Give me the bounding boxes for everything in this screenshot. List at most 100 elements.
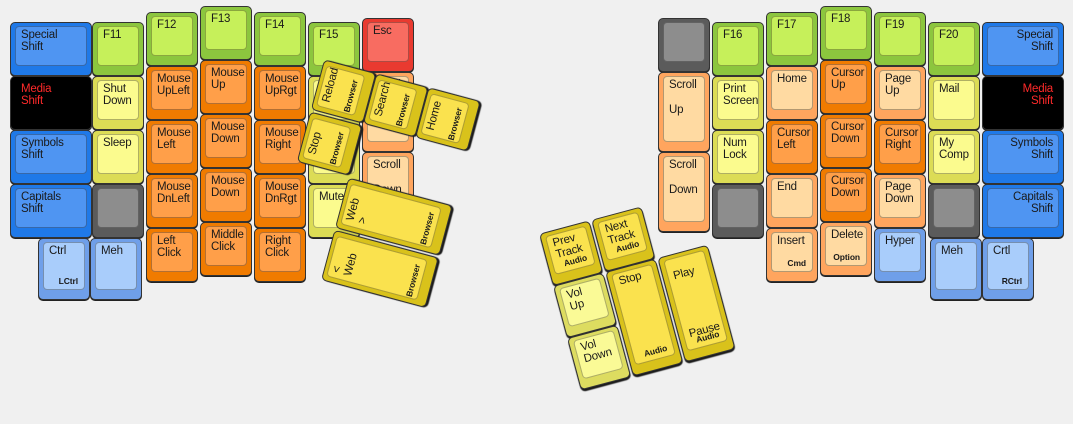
keycap-face: Cursor Right (879, 124, 921, 164)
key-esc[interactable]: Esc (362, 18, 414, 72)
key-delete[interactable]: Delete Option (820, 222, 872, 276)
key-sleep[interactable]: Sleep (92, 130, 144, 184)
key-mouse-uprgt[interactable]: Mouse UpRgt (254, 66, 306, 120)
key-mouse-up[interactable]: Mouse Up (200, 60, 252, 114)
key-label: Meh (941, 245, 963, 257)
key-home[interactable]: Home (766, 66, 818, 120)
key-scroll-down[interactable]: Scroll Down (658, 152, 710, 232)
key-print-screen[interactable]: Print Screen (712, 76, 764, 130)
key-blank[interactable] (928, 184, 980, 238)
key-label: F19 (885, 19, 905, 31)
keycap-face: Next Track Audio (597, 211, 648, 262)
key-label: Print Screen (723, 83, 759, 108)
key-my-comp[interactable]: My Comp (928, 130, 980, 184)
key-label: Capitals Shift (1013, 191, 1053, 216)
key-f20[interactable]: F20 (928, 22, 980, 76)
key-symbols-shift[interactable]: Symbols Shift (10, 130, 92, 184)
key-symbols-shift[interactable]: Symbols Shift (982, 130, 1064, 184)
keycap-face: Home Browser (420, 93, 470, 145)
key-middle-click[interactable]: Middle Click (200, 222, 252, 276)
key-mail[interactable]: Mail (928, 76, 980, 130)
key-num-lock[interactable]: Num Lock (712, 130, 764, 184)
key-label: F14 (265, 19, 285, 31)
key-meh[interactable]: Meh (90, 238, 142, 300)
key-f11[interactable]: F11 (92, 22, 144, 76)
key-sublabel: Audio (642, 342, 669, 359)
key-mouse-upleft[interactable]: Mouse UpLeft (146, 66, 198, 120)
key-label: F11 (103, 29, 122, 41)
key-f12[interactable]: F12 (146, 12, 198, 66)
keycap-face: Vol Down (572, 329, 624, 380)
key-label: F13 (211, 13, 231, 25)
keycap-face: Num Lock (717, 134, 759, 174)
key-left-click[interactable]: Left Click (146, 228, 198, 282)
key-cursor-down[interactable]: Cursor Down (820, 168, 872, 222)
keycap-face: Hyper (879, 232, 921, 272)
key-label: Vol Up (565, 285, 586, 314)
keycap-face: Cursor Down (825, 172, 867, 212)
key-f13[interactable]: F13 (200, 6, 252, 60)
key-ctrl[interactable]: Ctrl LCtrl (38, 238, 90, 300)
key-label: < Web (330, 252, 360, 278)
key-special-shift[interactable]: Special Shift (10, 22, 92, 76)
keycap-face: Symbols Shift (987, 134, 1059, 174)
key-label: Left Click (157, 235, 181, 260)
key-f19[interactable]: F19 (874, 12, 926, 66)
keycap-face: Crtl RCtrl (987, 242, 1029, 290)
key-capitals-shift[interactable]: Capitals Shift (10, 184, 92, 238)
key-sublabel: Browser (445, 106, 465, 142)
key-cursor-up[interactable]: Cursor Up (820, 60, 872, 114)
key-label: Symbols Shift (21, 137, 64, 162)
key-label: Stop (306, 130, 324, 156)
key-cursor-down[interactable]: Cursor Down (820, 114, 872, 168)
key-scroll-up[interactable]: Scroll Up (658, 72, 710, 152)
keycap-face: Page Up (879, 70, 921, 110)
keycap-face: F11 (97, 26, 139, 66)
key-label: Page Up (885, 73, 912, 98)
keycap-face: My Comp (933, 134, 975, 174)
keycap-face: Middle Click (205, 226, 247, 266)
key-label: Right Click (265, 235, 291, 260)
key-right-click[interactable]: Right Click (254, 228, 306, 282)
key-meh[interactable]: Meh (930, 238, 982, 300)
key-label: Symbols Shift (1010, 137, 1053, 162)
key-label: Home (424, 99, 445, 132)
keycap-face: Capitals Shift (987, 188, 1059, 228)
key-blank[interactable] (658, 18, 710, 72)
key-crtl[interactable]: Crtl RCtrl (982, 238, 1034, 300)
key-cursor-left[interactable]: Cursor Left (766, 120, 818, 174)
key-page-down[interactable]: Page Down (874, 174, 926, 228)
key-label: Capitals Shift (21, 191, 61, 216)
key-f17[interactable]: F17 (766, 12, 818, 66)
key-mouse-down[interactable]: Mouse Down (200, 168, 252, 222)
key-insert[interactable]: Insert Cmd (766, 228, 818, 282)
key-end[interactable]: End (766, 174, 818, 228)
key-f18[interactable]: F18 (820, 6, 872, 60)
key-mouse-dnrgt[interactable]: Mouse DnRgt (254, 174, 306, 228)
keycap-face: Mouse Right (259, 124, 301, 164)
key-label: Mouse Right (265, 127, 299, 152)
key-media-shift[interactable]: Media Shift (982, 76, 1064, 130)
keycap-face: Vol Up (558, 277, 610, 328)
key-sublabel: Option (833, 252, 860, 262)
key-blank[interactable] (92, 184, 144, 238)
key-mouse-left[interactable]: Mouse Left (146, 120, 198, 174)
key-f14[interactable]: F14 (254, 12, 306, 66)
keycap-face: Reload Browser (315, 65, 366, 117)
key-f16[interactable]: F16 (712, 22, 764, 76)
key-page-up[interactable]: Page Up (874, 66, 926, 120)
key-capitals-shift[interactable]: Capitals Shift (982, 184, 1064, 238)
key-media-shift[interactable]: Media Shift (10, 76, 92, 130)
key-hyper[interactable]: Hyper (874, 228, 926, 282)
key-cursor-right[interactable]: Cursor Right (874, 120, 926, 174)
key-shut-down[interactable]: Shut Down (92, 76, 144, 130)
key-blank[interactable] (712, 184, 764, 238)
key-special-shift[interactable]: Special Shift (982, 22, 1064, 76)
key-mouse-down[interactable]: Mouse Down (200, 114, 252, 168)
key-label: Special Shift (21, 29, 58, 54)
key-mouse-dnleft[interactable]: Mouse DnLeft (146, 174, 198, 228)
key-mouse-right[interactable]: Mouse Right (254, 120, 306, 174)
keycap-face: Mail (933, 80, 975, 120)
key-f15[interactable]: F15 (308, 22, 360, 76)
key-home[interactable]: Home Browser (415, 87, 481, 152)
